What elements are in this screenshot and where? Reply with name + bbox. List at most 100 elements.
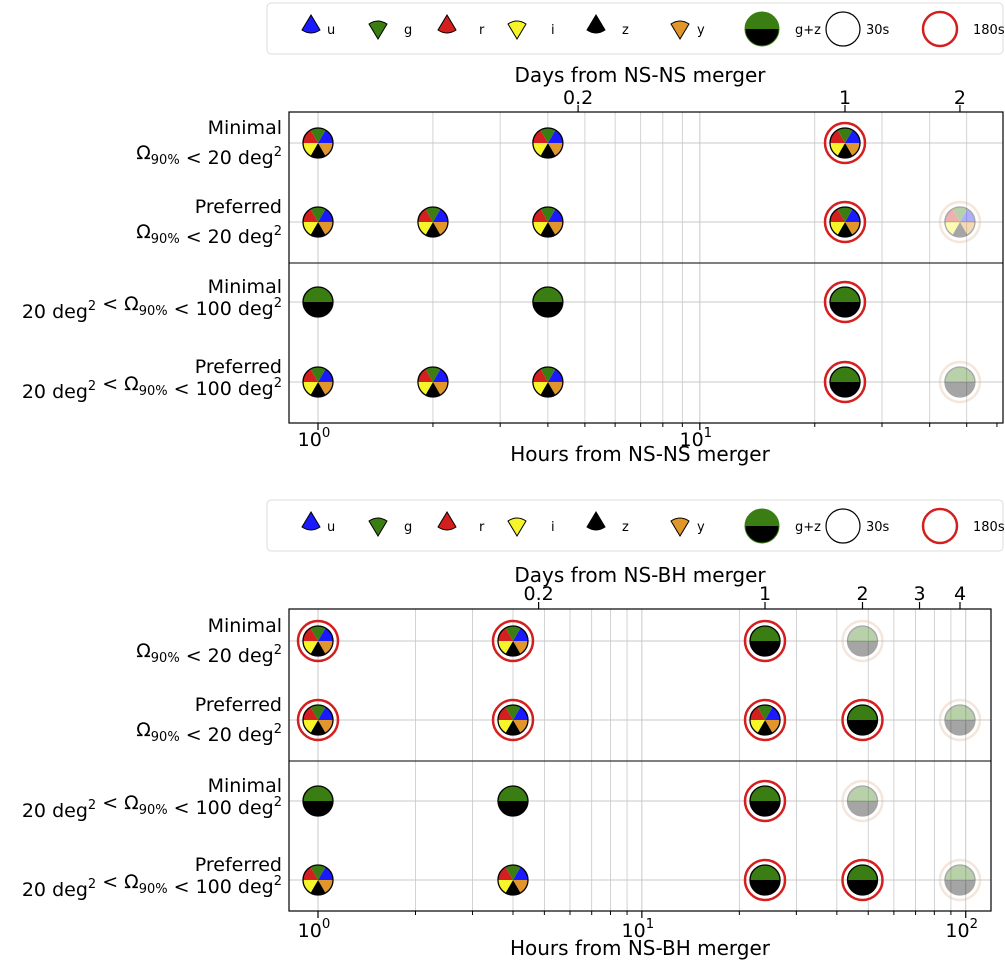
gz-bottom-half (944, 880, 975, 895)
legend-label: z (622, 520, 629, 535)
marker-outline (944, 366, 976, 398)
marker-outline (846, 864, 879, 896)
top-tick-label: 2 (954, 87, 966, 109)
x-tick-label: 100 (298, 917, 331, 942)
marker-outline (532, 286, 564, 318)
gz-top-half (847, 626, 878, 641)
observation-marker (841, 779, 884, 823)
180s-ring-icon (921, 10, 959, 48)
marker-outline (944, 864, 976, 896)
g-filter-icon (368, 20, 388, 40)
exposure-ring-180s (296, 619, 340, 663)
gz-bottom-half (830, 302, 860, 317)
filter-wedge-g (505, 705, 521, 720)
legend-label: 180s (973, 23, 1005, 38)
marker-outline (302, 286, 334, 318)
exposure-ring-180s (938, 200, 982, 244)
row-label-top: Preferred (195, 356, 282, 378)
gz-top-half (847, 865, 878, 880)
exposure-ring-180s (841, 619, 884, 663)
top-axis-title: Days from NS-NS merger (515, 63, 767, 87)
exposure-ring-180s (743, 858, 787, 902)
exposure-ring-180s (938, 698, 982, 742)
marker-outline (497, 864, 529, 896)
marker-outline (944, 206, 976, 238)
legend: u g r i z y g+z 30s 180s (266, 499, 1005, 552)
legend-item-y: y (670, 20, 705, 40)
filter-wedge-r (944, 209, 960, 222)
x-tick-label: 102 (945, 917, 978, 942)
legend-item-gz: g+z (744, 11, 821, 47)
filter-wedge-g (837, 127, 853, 143)
observation-marker (823, 200, 867, 244)
gz-top-half (944, 705, 975, 720)
marker-outline (417, 366, 449, 398)
legend-label: i (551, 23, 555, 38)
top-tick-label: 4 (954, 583, 966, 605)
top-tick-label: 1 (759, 583, 771, 605)
filter-wedge-i (944, 222, 960, 235)
legend-item-g: g (368, 517, 412, 537)
x-tick-label: 101 (622, 917, 655, 942)
observation-marker (302, 286, 334, 318)
r-filter-icon (437, 511, 457, 531)
gz-bottom-icon (745, 526, 779, 543)
plot-frame (288, 111, 1004, 424)
chart-panel-2: 100 101 102 0.2 1 2 3 4 Days from NS-BH merger Ho… (22, 563, 992, 960)
gz-outline-icon (744, 508, 780, 544)
marker-outline (846, 625, 879, 657)
marker-outline (532, 127, 564, 159)
row-label-bottom: Ω90% < 20 deg2 (136, 640, 282, 667)
marker-outline (944, 704, 976, 736)
gz-bottom-half (750, 641, 780, 656)
legend-item-u: u (301, 511, 335, 535)
marker-outline (532, 206, 564, 238)
top-tick-label: 2 (856, 583, 868, 605)
legend-frame (266, 499, 1004, 552)
legend-label: 30s (866, 520, 890, 535)
observation-marker (491, 698, 535, 742)
exposure-ring-180s (841, 698, 884, 742)
filter-wedge-g (837, 207, 853, 222)
legend-item-u: u (301, 14, 335, 38)
marker-outline (302, 704, 334, 736)
z-filter-icon (586, 14, 606, 34)
legend-item-i: i (507, 517, 555, 537)
observation-marker (841, 619, 884, 663)
filter-wedge-z (540, 222, 556, 238)
exposure-ring-180s (823, 121, 867, 165)
filter-wedge-g (540, 127, 556, 143)
g-filter-icon (368, 517, 388, 537)
filter-wedge-g (505, 865, 521, 880)
observation-marker (532, 127, 564, 159)
marker-outline (532, 366, 564, 398)
legend-label: 30s (866, 23, 890, 38)
filter-wedge-z (310, 382, 326, 397)
x-tick-label: 101 (679, 426, 712, 451)
x-axis-title: Hours from NS-BH merger (510, 936, 771, 960)
filter-wedge-z (310, 720, 326, 735)
gz-top-half (944, 865, 975, 880)
marker-outline (417, 206, 449, 238)
gz-top-half (750, 865, 780, 880)
legend-item-g: g (368, 20, 412, 40)
marker-outline (497, 704, 529, 736)
y-filter-icon (670, 20, 690, 40)
observation-marker (532, 206, 564, 238)
gz-bottom-icon (745, 29, 779, 46)
marker-outline (829, 206, 861, 238)
filter-wedge-z (310, 880, 326, 896)
gz-top-half (847, 786, 878, 801)
filter-wedge-z (837, 143, 853, 159)
filter-wedge-g (540, 207, 556, 222)
filter-wedge-g (310, 865, 326, 880)
legend-item-y: y (670, 517, 705, 537)
chart-panel-1: 100 101 0.2 1 2 Days from NS-NS merger Hours f… (22, 63, 1004, 466)
observation-marker (938, 858, 982, 902)
exposure-ring-180s (823, 200, 867, 244)
gz-top-half (750, 626, 780, 641)
observation-marker (417, 366, 449, 398)
observation-marker (938, 360, 982, 404)
exposure-ring-180s (938, 360, 982, 404)
observation-marker (302, 366, 334, 398)
